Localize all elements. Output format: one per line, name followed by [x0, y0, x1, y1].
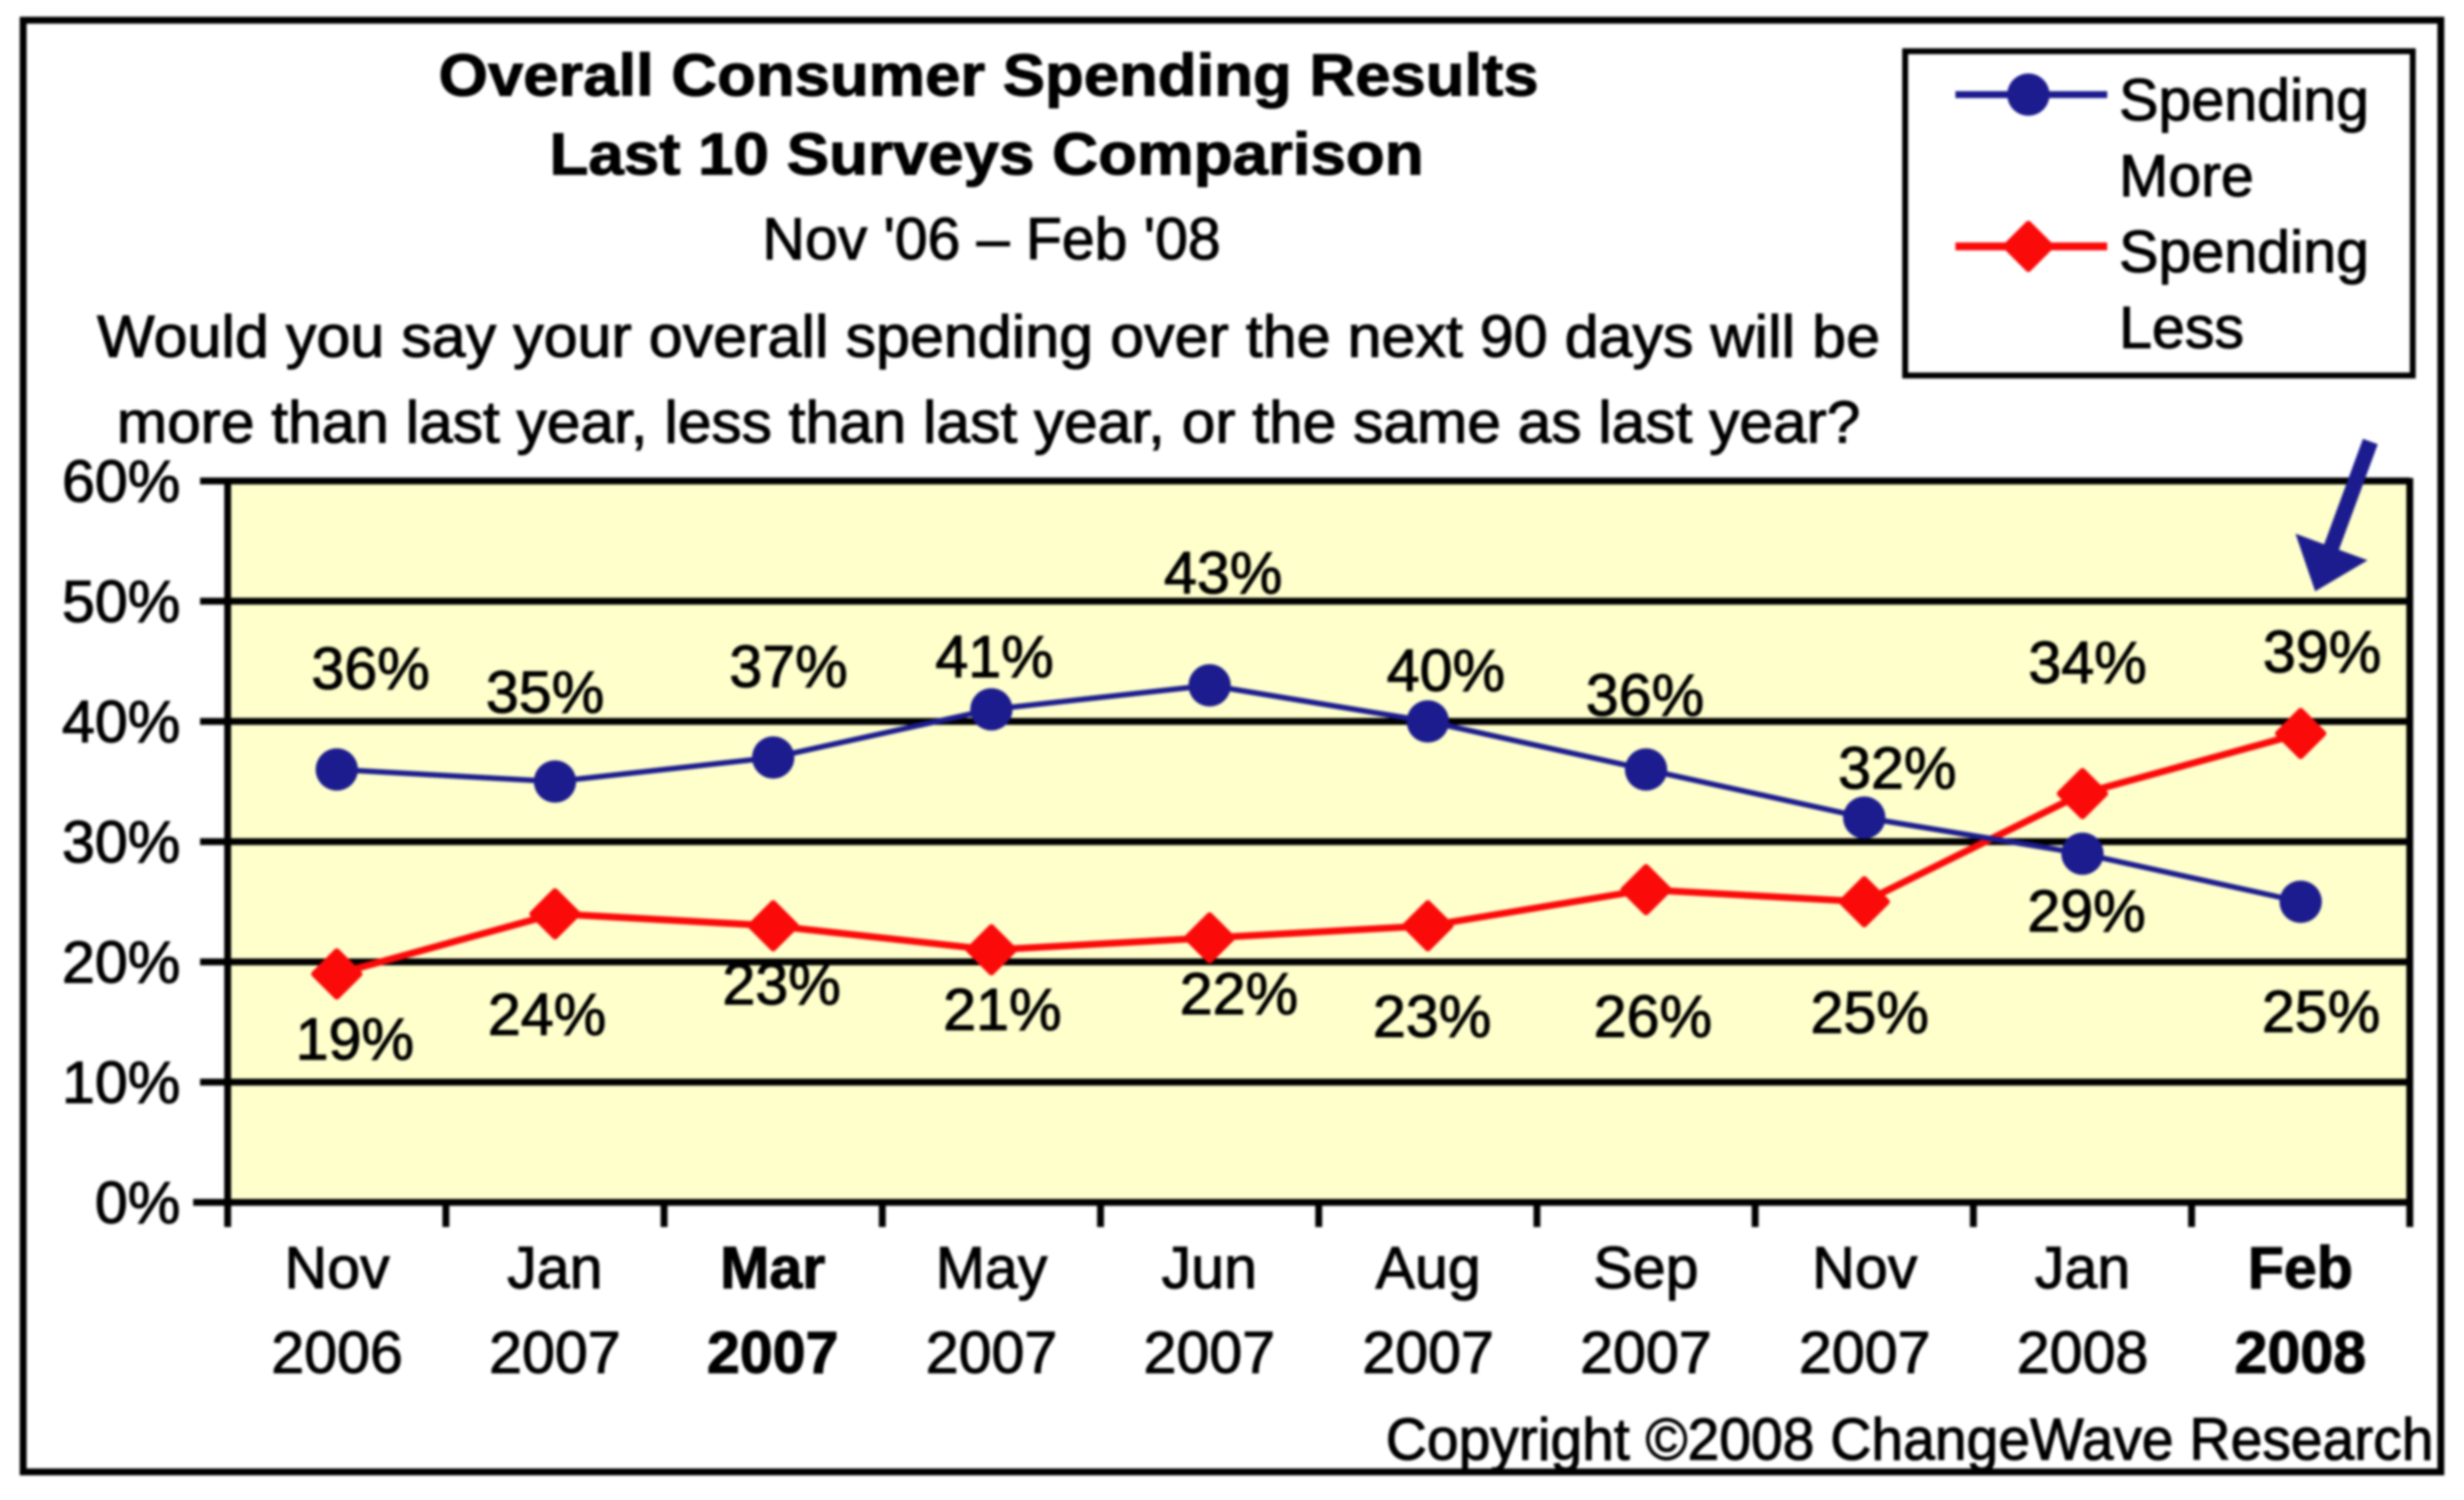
svg-text:36%: 36%	[311, 636, 430, 702]
svg-text:23%: 23%	[1373, 984, 1491, 1050]
svg-text:2007: 2007	[489, 1320, 620, 1386]
svg-text:25%: 25%	[2262, 979, 2380, 1045]
svg-text:Copyright ©2008 ChangeWave Res: Copyright ©2008 ChangeWave Research	[1386, 1406, 2433, 1472]
svg-text:Nov '06 – Feb '08: Nov '06 – Feb '08	[763, 206, 1221, 272]
svg-text:37%: 37%	[729, 634, 848, 700]
svg-text:Feb: Feb	[2248, 1235, 2354, 1301]
svg-text:26%: 26%	[1594, 984, 1712, 1050]
svg-text:43%: 43%	[1164, 540, 1282, 606]
svg-text:2008: 2008	[2234, 1320, 2365, 1386]
svg-text:Sep: Sep	[1594, 1235, 1699, 1301]
svg-text:21%: 21%	[943, 977, 1061, 1043]
svg-text:41%: 41%	[935, 624, 1054, 690]
svg-text:39%: 39%	[2263, 619, 2381, 685]
svg-text:2007: 2007	[1362, 1320, 1493, 1386]
svg-text:Jun: Jun	[1162, 1235, 1258, 1301]
svg-text:Less: Less	[2119, 295, 2244, 361]
svg-text:35%: 35%	[486, 659, 604, 725]
svg-text:0%: 0%	[95, 1170, 180, 1236]
svg-text:50%: 50%	[62, 569, 180, 635]
svg-text:More: More	[2119, 143, 2254, 209]
svg-text:more than last year, less than: more than last year, less than last year…	[117, 389, 1861, 455]
svg-text:30%: 30%	[62, 809, 180, 875]
svg-text:25%: 25%	[1811, 980, 1929, 1046]
svg-text:Jan: Jan	[508, 1235, 603, 1301]
svg-text:19%: 19%	[296, 1006, 414, 1072]
svg-text:40%: 40%	[1387, 638, 1505, 704]
svg-text:Would you say your overall spe: Would you say your overall spending over…	[98, 304, 1881, 370]
svg-text:Nov: Nov	[1813, 1235, 1918, 1301]
svg-text:40%: 40%	[62, 689, 180, 755]
svg-text:24%: 24%	[488, 982, 606, 1048]
svg-text:60%: 60%	[62, 448, 180, 514]
svg-text:10%: 10%	[62, 1050, 180, 1116]
svg-text:2007: 2007	[707, 1320, 838, 1386]
svg-text:2008: 2008	[2017, 1320, 2148, 1386]
svg-text:May: May	[935, 1235, 1047, 1301]
svg-text:32%: 32%	[1838, 735, 1956, 801]
svg-text:Jan: Jan	[2035, 1235, 2131, 1301]
svg-text:34%: 34%	[2028, 630, 2147, 696]
svg-text:Overall Consumer Spending Resu: Overall Consumer Spending Results	[439, 42, 1539, 108]
svg-text:Nov: Nov	[285, 1235, 390, 1301]
svg-text:29%: 29%	[2027, 878, 2146, 944]
svg-text:Spending: Spending	[2119, 67, 2369, 133]
svg-text:2007: 2007	[1143, 1320, 1274, 1386]
svg-text:36%: 36%	[1586, 662, 1704, 728]
svg-text:2006: 2006	[271, 1320, 402, 1386]
svg-text:Last 10 Surveys Comparison: Last 10 Surveys Comparison	[550, 121, 1424, 187]
svg-text:Mar: Mar	[720, 1235, 826, 1301]
svg-text:20%: 20%	[62, 929, 180, 995]
svg-text:22%: 22%	[1180, 961, 1298, 1027]
svg-text:23%: 23%	[722, 951, 841, 1017]
svg-text:Aug: Aug	[1376, 1235, 1481, 1301]
svg-text:2007: 2007	[1580, 1320, 1711, 1386]
svg-text:2007: 2007	[925, 1320, 1057, 1386]
svg-text:Spending: Spending	[2119, 219, 2369, 285]
svg-text:2007: 2007	[1799, 1320, 1930, 1386]
